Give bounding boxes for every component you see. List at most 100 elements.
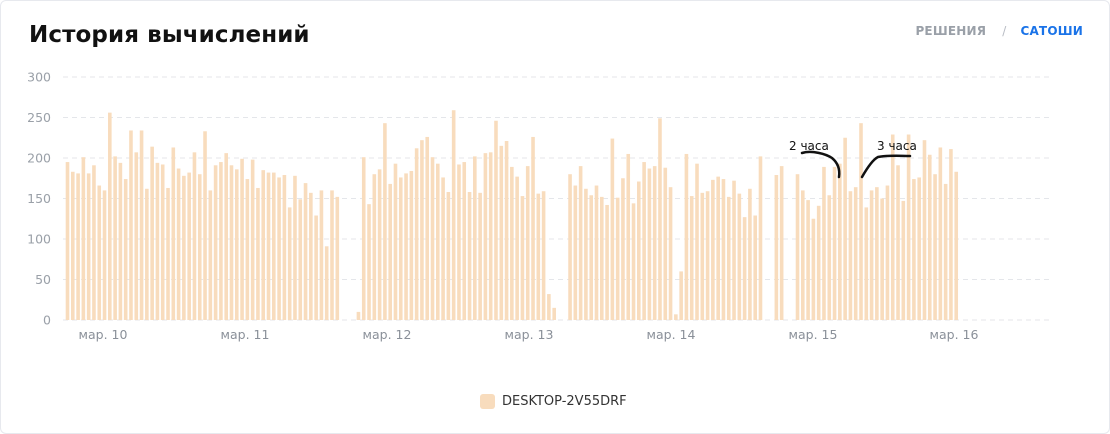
bar[interactable] bbox=[86, 173, 91, 320]
bar[interactable] bbox=[705, 191, 710, 320]
bar[interactable] bbox=[102, 190, 107, 320]
bar[interactable] bbox=[626, 153, 631, 320]
bar[interactable] bbox=[822, 166, 826, 320]
bar[interactable] bbox=[129, 130, 133, 320]
bar[interactable] bbox=[314, 215, 318, 320]
bar[interactable] bbox=[150, 146, 154, 320]
bar[interactable] bbox=[356, 311, 361, 320]
bar[interactable] bbox=[621, 178, 625, 320]
bar[interactable] bbox=[801, 190, 805, 320]
bar[interactable] bbox=[319, 190, 324, 320]
bar[interactable] bbox=[880, 198, 884, 321]
bar[interactable] bbox=[377, 169, 382, 320]
bar[interactable] bbox=[166, 187, 170, 320]
bar[interactable] bbox=[261, 170, 266, 320]
bar[interactable] bbox=[859, 123, 863, 320]
bar[interactable] bbox=[906, 134, 911, 320]
bar[interactable] bbox=[182, 175, 186, 320]
bar[interactable] bbox=[330, 190, 334, 320]
bar[interactable] bbox=[758, 156, 763, 320]
bar[interactable] bbox=[81, 157, 86, 320]
bar[interactable] bbox=[943, 183, 948, 320]
bar[interactable] bbox=[647, 168, 652, 320]
bar[interactable] bbox=[76, 173, 80, 320]
bar[interactable] bbox=[309, 192, 313, 320]
bar[interactable] bbox=[515, 176, 519, 320]
bar[interactable] bbox=[848, 191, 853, 320]
bar[interactable] bbox=[457, 164, 461, 320]
bar[interactable] bbox=[272, 172, 276, 320]
bar[interactable] bbox=[663, 167, 668, 320]
bar[interactable] bbox=[726, 196, 731, 320]
bar[interactable] bbox=[610, 138, 615, 320]
bar[interactable] bbox=[256, 187, 260, 320]
bar[interactable] bbox=[716, 176, 720, 320]
bar[interactable] bbox=[494, 120, 498, 321]
bar[interactable] bbox=[324, 246, 329, 320]
bar[interactable] bbox=[208, 190, 213, 320]
bar[interactable] bbox=[176, 168, 181, 320]
bar[interactable] bbox=[245, 179, 250, 320]
bar[interactable] bbox=[927, 154, 932, 320]
bar[interactable] bbox=[118, 162, 123, 320]
bar[interactable] bbox=[853, 187, 858, 320]
bar[interactable] bbox=[383, 123, 387, 320]
bar[interactable] bbox=[711, 179, 715, 320]
bar[interactable] bbox=[679, 271, 683, 320]
bar[interactable] bbox=[668, 187, 673, 320]
bar[interactable] bbox=[446, 192, 451, 320]
bar[interactable] bbox=[658, 118, 662, 320]
bar[interactable] bbox=[441, 177, 445, 320]
bar[interactable] bbox=[885, 185, 890, 320]
bar[interactable] bbox=[483, 153, 488, 320]
bar[interactable] bbox=[954, 171, 959, 320]
bar[interactable] bbox=[293, 175, 297, 320]
bar[interactable] bbox=[615, 197, 620, 320]
bar[interactable] bbox=[287, 207, 292, 320]
bar[interactable] bbox=[398, 177, 403, 320]
bar[interactable] bbox=[605, 204, 609, 320]
bar[interactable] bbox=[303, 183, 308, 320]
bar[interactable] bbox=[134, 152, 139, 320]
bar[interactable] bbox=[917, 177, 921, 320]
bar[interactable] bbox=[594, 185, 599, 320]
bar[interactable] bbox=[187, 172, 191, 320]
bar[interactable] bbox=[536, 193, 541, 320]
bar[interactable] bbox=[912, 179, 916, 320]
bar[interactable] bbox=[224, 153, 228, 320]
bar[interactable] bbox=[171, 147, 176, 320]
bar[interactable] bbox=[541, 191, 546, 320]
bar[interactable] bbox=[108, 112, 112, 320]
bar[interactable] bbox=[896, 165, 900, 320]
bar[interactable] bbox=[510, 166, 514, 320]
bar[interactable] bbox=[695, 163, 699, 320]
bar[interactable] bbox=[92, 165, 96, 320]
bar[interactable] bbox=[684, 153, 689, 320]
bar[interactable] bbox=[689, 196, 694, 320]
bar[interactable] bbox=[589, 195, 594, 320]
bar[interactable] bbox=[282, 175, 287, 320]
bar[interactable] bbox=[160, 164, 165, 320]
bar[interactable] bbox=[436, 163, 440, 320]
bar[interactable] bbox=[240, 158, 244, 320]
bar[interactable] bbox=[250, 159, 255, 320]
bar[interactable] bbox=[652, 166, 657, 320]
bar[interactable] bbox=[229, 165, 234, 320]
bar[interactable] bbox=[123, 179, 128, 320]
bar[interactable] bbox=[732, 180, 736, 320]
bar[interactable] bbox=[531, 136, 535, 320]
tab-satoshi[interactable]: САТОШИ bbox=[1020, 24, 1083, 38]
bar[interactable] bbox=[213, 165, 218, 320]
tab-solutions[interactable]: РЕШЕНИЯ bbox=[915, 24, 987, 38]
bar[interactable] bbox=[949, 149, 953, 320]
bar[interactable] bbox=[451, 110, 456, 321]
bar[interactable] bbox=[795, 174, 800, 320]
bar[interactable] bbox=[414, 148, 419, 320]
bar[interactable] bbox=[197, 174, 202, 320]
bar[interactable] bbox=[631, 203, 636, 320]
bar[interactable] bbox=[832, 166, 837, 320]
bar[interactable] bbox=[203, 131, 207, 320]
bar[interactable] bbox=[298, 199, 303, 320]
bar[interactable] bbox=[827, 195, 832, 320]
bar[interactable] bbox=[642, 162, 646, 320]
